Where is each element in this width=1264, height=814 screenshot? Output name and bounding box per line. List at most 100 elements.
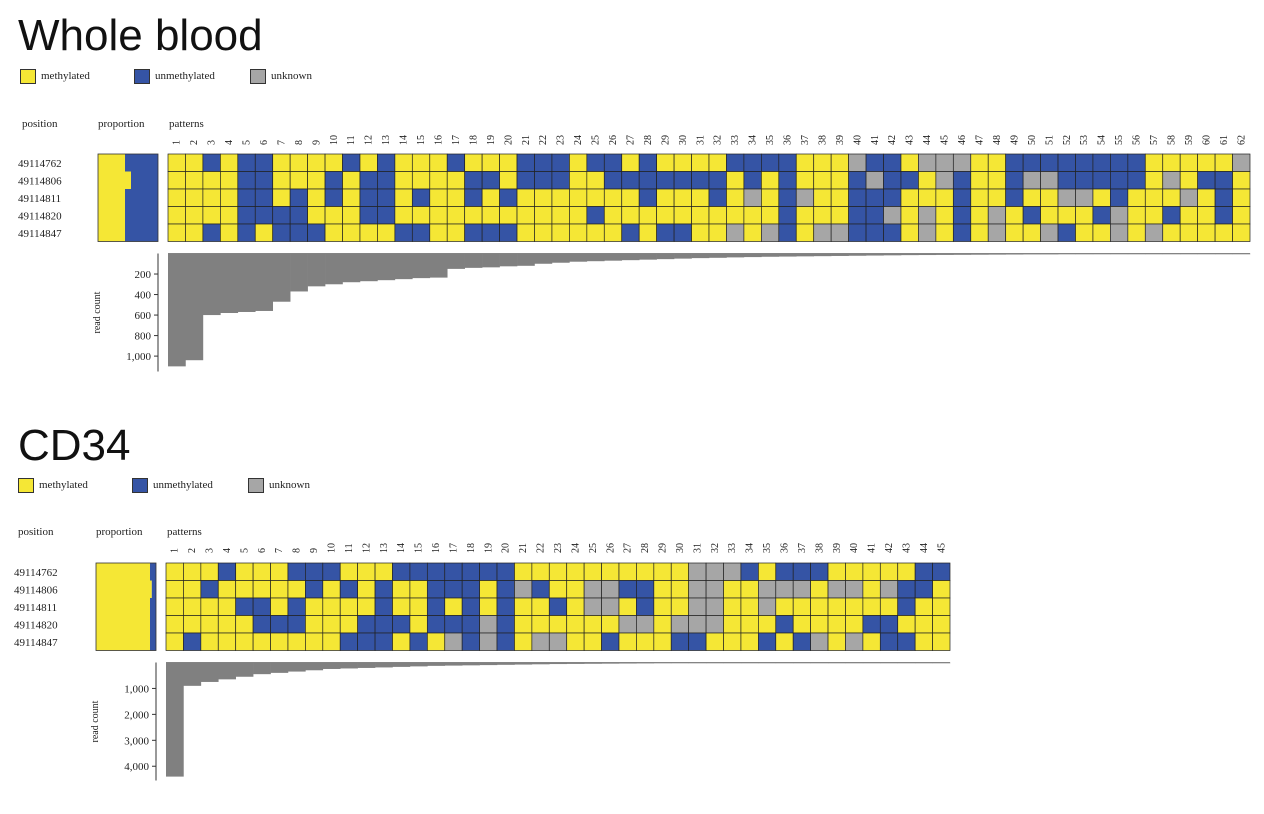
pattern-cell	[583, 615, 602, 634]
pattern-number-label: 60	[1201, 135, 1212, 145]
pattern-cell	[845, 597, 864, 616]
position-header: position	[22, 118, 58, 130]
pattern-number-label: 15	[414, 543, 425, 553]
pattern-cell	[827, 562, 846, 581]
pattern-cell	[426, 632, 446, 651]
pattern-cell	[392, 597, 411, 616]
read-count-bar	[183, 662, 202, 686]
pattern-cell	[1179, 223, 1198, 242]
pattern-cell	[987, 153, 1007, 172]
pattern-cell	[705, 615, 724, 634]
pattern-cell	[516, 223, 535, 242]
read-count-bar	[377, 253, 396, 281]
pattern-cell	[514, 632, 533, 651]
pattern-cell	[932, 597, 951, 616]
pattern-number-label: 36	[783, 135, 794, 145]
pattern-cell	[287, 615, 306, 634]
pattern-number-label: 34	[745, 543, 756, 553]
read-count-bar	[534, 253, 553, 264]
pattern-cell	[1214, 153, 1233, 172]
pattern-cell	[865, 188, 884, 207]
read-count-tick-label: 800	[135, 331, 152, 343]
proportion-methylated-bar	[98, 171, 131, 189]
read-count-bar	[862, 662, 881, 664]
pattern-cell	[673, 206, 692, 225]
methylated-swatch	[20, 69, 36, 84]
pattern-cell	[534, 153, 553, 172]
pattern-cell	[429, 188, 448, 207]
read-count-bar	[1145, 253, 1164, 255]
pattern-cell	[795, 188, 815, 207]
pattern-number-label: 48	[992, 135, 1003, 145]
pattern-cell	[914, 562, 933, 581]
pattern-cell	[865, 223, 884, 242]
read-count-bar	[514, 662, 533, 665]
pattern-cell	[444, 562, 463, 581]
pattern-cell	[429, 206, 448, 225]
pattern-number-label: 28	[643, 135, 654, 145]
position-label: 49114811	[14, 602, 57, 614]
pattern-cell	[705, 597, 724, 616]
pattern-cell	[1057, 171, 1076, 190]
pattern-cell	[740, 580, 759, 599]
pattern-cell	[426, 562, 446, 581]
pattern-cell	[409, 597, 428, 616]
pattern-cell	[914, 580, 933, 599]
read-count-bar	[793, 662, 811, 664]
pattern-cell	[183, 615, 202, 634]
pattern-cell	[775, 632, 794, 651]
pattern-cell	[810, 632, 829, 651]
pattern-cell	[551, 223, 570, 242]
pattern-number-label: 62	[1236, 135, 1247, 145]
pattern-cell	[691, 153, 710, 172]
pattern-cell	[845, 580, 864, 599]
pattern-cell	[409, 580, 428, 599]
pattern-number-label: 4	[224, 140, 235, 145]
pattern-cell	[481, 223, 500, 242]
pattern-cell	[656, 188, 675, 207]
pattern-cell	[461, 632, 480, 651]
pattern-cell	[653, 615, 672, 634]
pattern-cell	[601, 562, 620, 581]
pattern-cell	[461, 615, 480, 634]
pattern-number-label: 12	[361, 543, 372, 553]
pattern-cell	[202, 206, 221, 225]
pattern-cell	[778, 223, 797, 242]
pattern-cell	[670, 597, 690, 616]
pattern-cell	[601, 615, 620, 634]
pattern-cell	[862, 562, 881, 581]
pattern-number-label: 15	[416, 135, 427, 145]
pattern-cell	[603, 171, 623, 190]
pattern-cell	[464, 153, 483, 172]
pattern-cell	[324, 223, 343, 242]
proportion-methylated-bar	[96, 580, 152, 598]
pattern-cell	[618, 632, 637, 651]
read-count-bar	[569, 253, 588, 262]
pattern-cell	[342, 153, 361, 172]
read-count-bar	[531, 662, 550, 665]
pattern-number-label: 43	[901, 543, 912, 553]
legend-label-methylated: methylated	[39, 479, 88, 491]
pattern-cell	[914, 597, 933, 616]
proportion-header: proportion	[96, 526, 143, 538]
pattern-cell	[740, 615, 759, 634]
pattern-cell	[952, 223, 972, 242]
read-count-bar	[671, 662, 689, 664]
read-count-bar	[200, 662, 219, 682]
pattern-cell	[551, 188, 570, 207]
pattern-number-label: 39	[832, 543, 843, 553]
pattern-cell	[235, 615, 254, 634]
read-count-bar	[287, 662, 306, 672]
pattern-cell	[638, 223, 657, 242]
read-count-tick-label: 1,000	[124, 683, 149, 695]
pattern-cell	[883, 206, 902, 225]
pattern-number-label: 31	[692, 543, 703, 553]
pattern-cell	[305, 562, 324, 581]
pattern-cell	[813, 223, 832, 242]
pattern-cell	[394, 223, 413, 242]
pattern-cell	[254, 153, 274, 172]
read-count-bar	[1075, 253, 1094, 255]
legend-label-methylated: methylated	[41, 70, 90, 82]
pattern-cell	[1232, 223, 1251, 242]
pattern-cell	[305, 632, 324, 651]
